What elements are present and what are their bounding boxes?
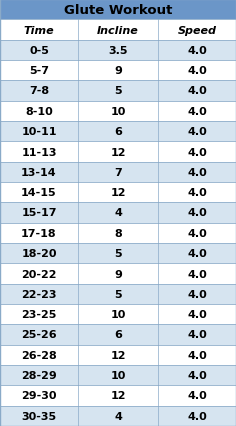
Bar <box>0 365 236 386</box>
Bar <box>0 325 236 345</box>
Text: 10: 10 <box>110 370 126 380</box>
Bar <box>0 183 236 203</box>
Text: Speed: Speed <box>177 26 217 35</box>
Text: 4.0: 4.0 <box>187 350 207 360</box>
Bar <box>0 162 236 183</box>
Text: 26-28: 26-28 <box>21 350 57 360</box>
Text: 4.0: 4.0 <box>187 147 207 157</box>
Text: 4.0: 4.0 <box>187 269 207 279</box>
Text: 18-20: 18-20 <box>21 249 57 259</box>
Text: 23-25: 23-25 <box>21 309 57 320</box>
Bar <box>0 61 236 81</box>
Text: 4.0: 4.0 <box>187 289 207 299</box>
Text: 12: 12 <box>110 350 126 360</box>
Text: 4.0: 4.0 <box>187 391 207 400</box>
Text: 15-17: 15-17 <box>21 208 57 218</box>
Text: 5: 5 <box>114 289 122 299</box>
Text: 4.0: 4.0 <box>187 46 207 56</box>
Text: 12: 12 <box>110 391 126 400</box>
Text: 4: 4 <box>114 411 122 421</box>
Text: 4.0: 4.0 <box>187 228 207 238</box>
Text: 29-30: 29-30 <box>21 391 57 400</box>
Text: 12: 12 <box>110 147 126 157</box>
Text: 4.0: 4.0 <box>187 66 207 76</box>
Bar <box>0 386 236 406</box>
Text: 5: 5 <box>114 249 122 259</box>
Bar <box>0 40 236 61</box>
Bar <box>0 20 236 40</box>
Text: 4.0: 4.0 <box>187 167 207 177</box>
Bar <box>0 81 236 101</box>
Text: 11-13: 11-13 <box>21 147 57 157</box>
Text: 4.0: 4.0 <box>187 411 207 421</box>
Text: 7: 7 <box>114 167 122 177</box>
Text: 3.5: 3.5 <box>108 46 128 56</box>
Text: Incline: Incline <box>97 26 139 35</box>
Text: 7-8: 7-8 <box>29 86 49 96</box>
Text: 28-29: 28-29 <box>21 370 57 380</box>
Text: 6: 6 <box>114 330 122 340</box>
Text: 4.0: 4.0 <box>187 106 207 117</box>
Text: Glute Workout: Glute Workout <box>64 4 172 17</box>
Text: 4.0: 4.0 <box>187 309 207 320</box>
Text: 30-35: 30-35 <box>21 411 56 421</box>
Text: 14-15: 14-15 <box>21 188 57 198</box>
Text: 8-10: 8-10 <box>25 106 53 117</box>
Bar <box>0 203 236 223</box>
Text: 22-23: 22-23 <box>21 289 57 299</box>
Text: 10: 10 <box>110 106 126 117</box>
Bar <box>0 243 236 264</box>
Text: Time: Time <box>24 26 54 35</box>
Text: 4.0: 4.0 <box>187 370 207 380</box>
Text: 17-18: 17-18 <box>21 228 57 238</box>
Bar <box>0 264 236 284</box>
Text: 13-14: 13-14 <box>21 167 57 177</box>
Text: 25-26: 25-26 <box>21 330 57 340</box>
Text: 4: 4 <box>114 208 122 218</box>
Text: 20-22: 20-22 <box>21 269 57 279</box>
Text: 9: 9 <box>114 66 122 76</box>
Bar <box>0 304 236 325</box>
Text: 6: 6 <box>114 127 122 137</box>
Text: 12: 12 <box>110 188 126 198</box>
Text: 4.0: 4.0 <box>187 208 207 218</box>
Text: 4.0: 4.0 <box>187 188 207 198</box>
Bar <box>0 122 236 142</box>
Bar <box>0 0 236 20</box>
Text: 9: 9 <box>114 269 122 279</box>
Bar <box>0 345 236 365</box>
Bar <box>0 101 236 122</box>
Text: 8: 8 <box>114 228 122 238</box>
Text: 0-5: 0-5 <box>29 46 49 56</box>
Bar <box>0 406 236 426</box>
Text: 4.0: 4.0 <box>187 330 207 340</box>
Bar <box>0 284 236 304</box>
Text: 4.0: 4.0 <box>187 86 207 96</box>
Text: 4.0: 4.0 <box>187 127 207 137</box>
Text: 10-11: 10-11 <box>21 127 57 137</box>
Text: 4.0: 4.0 <box>187 249 207 259</box>
Bar <box>0 223 236 243</box>
Text: 10: 10 <box>110 309 126 320</box>
Text: 5: 5 <box>114 86 122 96</box>
Bar <box>0 142 236 162</box>
Text: 5-7: 5-7 <box>29 66 49 76</box>
